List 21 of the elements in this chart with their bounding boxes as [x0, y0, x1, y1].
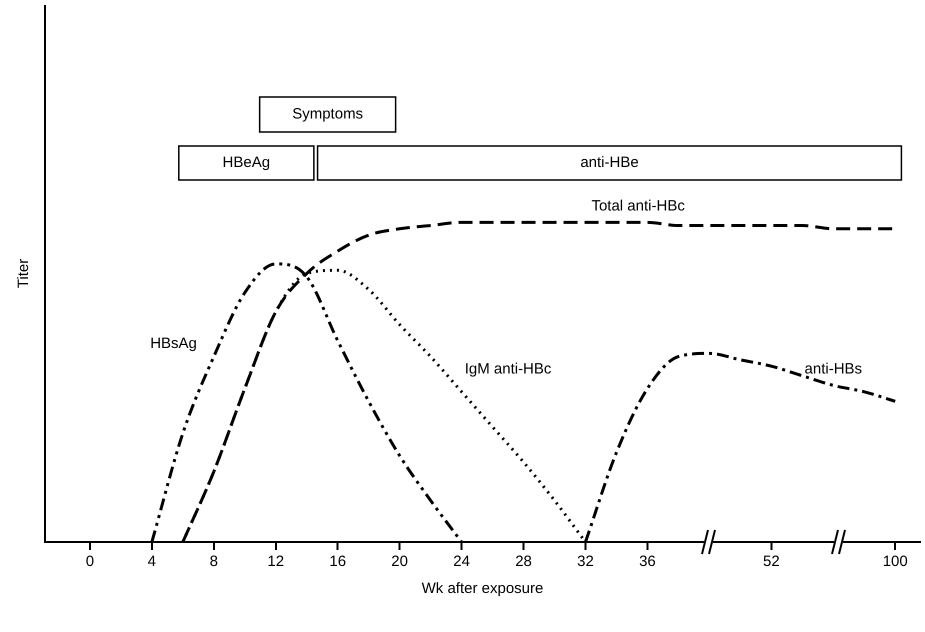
text: Symptoms — [292, 106, 364, 123]
x-tick-label: 28 — [515, 553, 532, 570]
text: anti-HBe — [580, 154, 639, 172]
x-tick-label: 100 — [882, 553, 908, 570]
x-tick-label: 8 — [210, 553, 218, 570]
y-axis-title: Titer — [15, 258, 32, 288]
x-tick-label: 20 — [391, 553, 408, 570]
series-label: HBsAg — [150, 334, 197, 352]
text: HBeAg — [222, 154, 270, 172]
x-tick-label: 16 — [329, 553, 346, 570]
x-axis-title: Wk after exposure — [422, 580, 544, 598]
x-tick-label: 32 — [577, 553, 594, 570]
x-tick-label: 12 — [267, 553, 284, 570]
x-tick-label: 24 — [453, 553, 470, 570]
series-label: anti-HBs — [804, 360, 862, 378]
series-label: Total anti-HBc — [591, 198, 686, 215]
x-tick-label: 0 — [86, 553, 94, 570]
x-tick-label: 52 — [762, 553, 780, 570]
x-tick-label: 36 — [639, 553, 656, 570]
x-tick-label: 4 — [148, 553, 156, 570]
series-label: IgM anti-HBc — [464, 360, 552, 378]
